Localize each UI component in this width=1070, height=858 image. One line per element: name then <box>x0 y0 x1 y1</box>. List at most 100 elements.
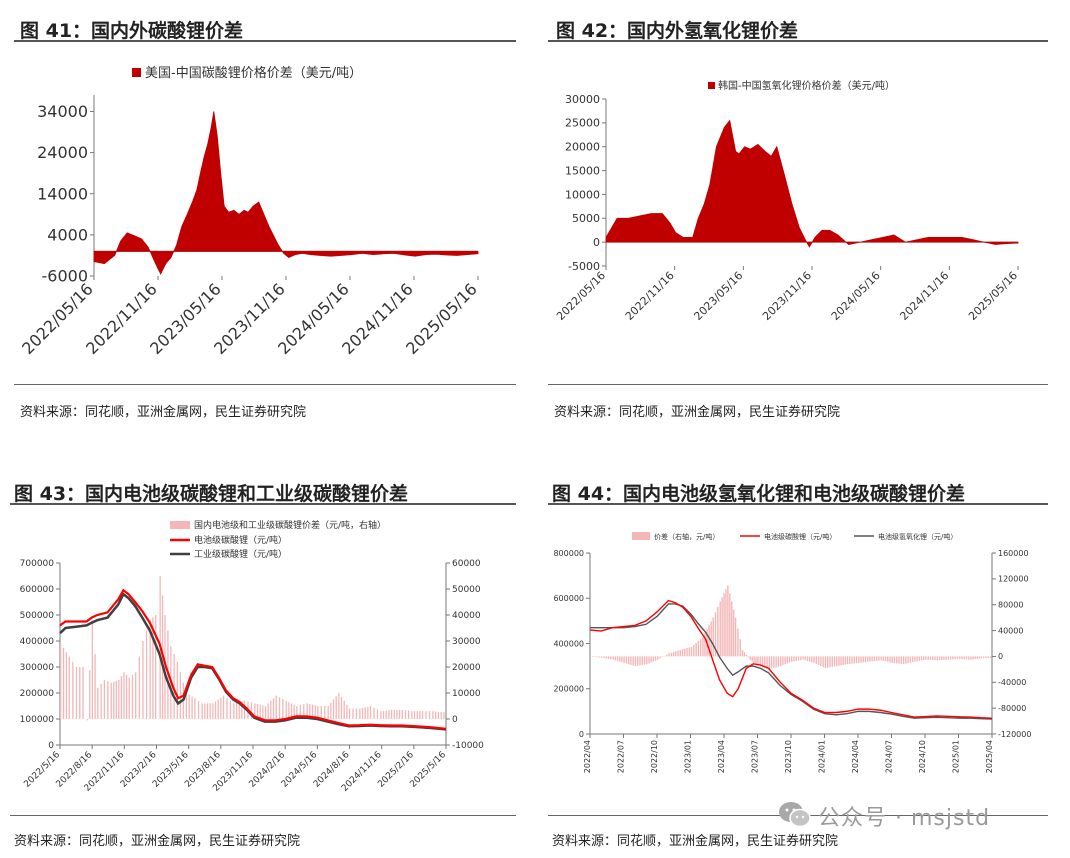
spread-bar <box>764 656 766 669</box>
spread-bar <box>416 711 418 719</box>
spread-bar <box>815 656 818 664</box>
spread-bar <box>829 656 831 668</box>
y2-tick-label: 120000 <box>998 575 1029 584</box>
spread-bar <box>621 656 623 663</box>
spread-bar <box>262 705 264 719</box>
spread-bar <box>314 705 316 719</box>
spread-bar <box>797 656 800 661</box>
spread-bar <box>332 699 335 719</box>
y-tick-label: 100000 <box>20 715 55 725</box>
spread-bar <box>103 680 106 719</box>
spread-bar <box>217 699 219 719</box>
spread-bar <box>663 655 666 657</box>
spread-bar <box>296 706 298 719</box>
y-tick-label: 200000 <box>553 685 584 694</box>
y2-tick-label: 50000 <box>452 585 481 595</box>
spread-bar <box>94 654 96 719</box>
legend-label-spread: 价差（右轴，元/吨） <box>654 532 719 541</box>
spread-bar <box>806 656 809 661</box>
spread-bar <box>614 656 616 661</box>
spread-bar <box>264 706 267 719</box>
spread-bar <box>235 702 238 719</box>
spread-bar <box>846 656 849 665</box>
y-tick-label: 20000 <box>565 141 600 154</box>
spread-bar <box>367 706 369 719</box>
spread-bar <box>343 700 345 719</box>
spread-bar <box>243 700 246 719</box>
spread-bar <box>838 656 840 666</box>
spread-bar <box>82 667 84 719</box>
spread-bar <box>646 656 648 665</box>
spread-bar <box>625 656 628 664</box>
spread-bar <box>842 656 844 665</box>
spread-bar <box>603 656 605 659</box>
spread-bar <box>732 609 735 657</box>
spread-bar <box>278 697 281 719</box>
y-tick-label: 600000 <box>553 594 584 603</box>
y-tick-label: 400000 <box>553 639 584 648</box>
spread-bar <box>618 656 621 662</box>
spread-bar <box>97 687 99 719</box>
spread-bar <box>206 703 209 719</box>
spread-bar <box>398 709 401 719</box>
spread-bar <box>125 674 128 719</box>
spread-bar <box>884 656 887 662</box>
spread-bar <box>352 708 354 719</box>
spread-bar <box>173 654 175 719</box>
spread-bar <box>194 698 196 719</box>
spread-bar <box>702 637 704 657</box>
source-note-42: 资料来源：同花顺，亚洲金属网，民生证券研究院 <box>554 405 841 420</box>
x-tick-label: 2023/10 <box>784 740 793 773</box>
spread-bar <box>690 646 693 657</box>
spread-bar <box>661 656 664 658</box>
spread-bar <box>110 682 112 719</box>
spread-bar <box>755 656 757 665</box>
spread-bar <box>777 656 780 667</box>
spread-bar <box>440 711 442 719</box>
spread-bar <box>920 656 923 661</box>
spread-bar <box>404 710 407 719</box>
spread-bar <box>968 656 970 660</box>
y2-tick-label: 60000 <box>452 559 481 569</box>
spread-bar <box>717 606 719 657</box>
spread-bar <box>849 656 851 664</box>
spread-bar <box>639 656 641 666</box>
spread-bar <box>723 593 725 657</box>
spread-bar <box>670 652 673 657</box>
spread-bar <box>145 630 148 719</box>
spread-bar <box>737 628 739 657</box>
spread-bar <box>925 656 927 660</box>
spread-bar <box>413 711 416 719</box>
spread-bar <box>779 656 782 667</box>
spread-bar <box>817 656 820 665</box>
y2-tick-label: 0 <box>998 652 1003 661</box>
spread-bar <box>309 704 311 719</box>
y2-tick-label: -120000 <box>998 730 1031 739</box>
spread-bar <box>657 656 659 660</box>
spread-bar <box>361 707 364 719</box>
spread-bar <box>259 704 261 719</box>
spread-bar <box>923 656 925 661</box>
chart-bottom-rule-43 <box>10 815 516 816</box>
spread-bar <box>853 656 855 664</box>
spread-bar <box>282 699 284 719</box>
spread-bar <box>272 698 275 719</box>
spread-bar <box>679 649 681 657</box>
spread-bar <box>741 649 744 657</box>
spread-bar <box>204 703 206 719</box>
spread-bar <box>905 656 907 664</box>
spread-bar <box>862 656 864 663</box>
y-tick-label: 15000 <box>565 164 600 177</box>
x-tick-label: 2022/11/16 <box>623 269 677 323</box>
chart-bottom-rule-41 <box>14 384 516 385</box>
spread-bar <box>974 656 976 660</box>
spread-bar <box>745 654 748 657</box>
x-tick-label: 2022/04 <box>583 740 592 773</box>
spread-bar <box>907 656 909 664</box>
spread-bar <box>976 656 978 659</box>
spread-bar <box>686 648 688 657</box>
battery-carbonate-line <box>59 588 447 730</box>
spread-bar <box>952 656 954 660</box>
spread-bar <box>385 710 387 719</box>
spread-bar <box>275 695 277 719</box>
